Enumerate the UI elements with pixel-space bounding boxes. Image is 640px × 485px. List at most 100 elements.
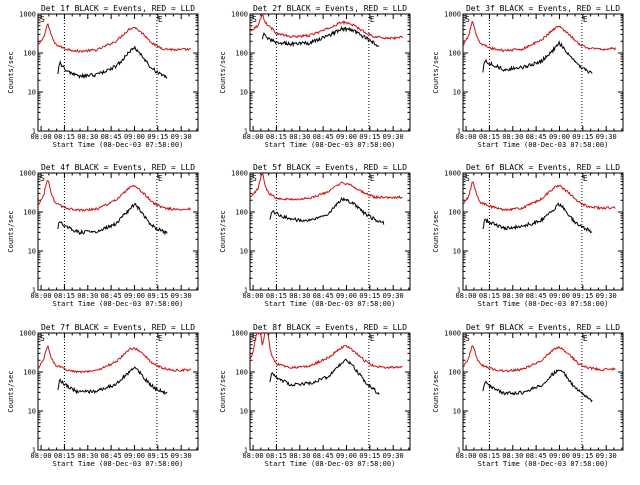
x-tick-label: 09:30 bbox=[171, 292, 192, 300]
y-tick-label: 10 bbox=[28, 248, 36, 256]
x-tick-label: 08:00 bbox=[31, 452, 52, 460]
panel-5: Det 5f BLACK = Events, RED = LLD 1 10 100 10… bbox=[219, 163, 411, 308]
y-tick-label: 1 bbox=[244, 287, 248, 295]
y-tick-label: 1000 bbox=[444, 330, 461, 338]
panel-2: Det 2f BLACK = Events, RED = LLD 1 10 100 10… bbox=[219, 4, 411, 149]
start-marker: S bbox=[40, 174, 45, 183]
x-tick-label: 09:30 bbox=[596, 452, 617, 460]
events-series-line bbox=[482, 40, 593, 74]
y-axis-label: Counts/sec bbox=[432, 210, 440, 252]
end-marker: E bbox=[370, 15, 375, 24]
x-tick-label: 09:15 bbox=[359, 133, 380, 141]
x-tick-label: 08:15 bbox=[266, 292, 287, 300]
end-marker: E bbox=[370, 334, 375, 343]
x-tick-label: 09:00 bbox=[549, 133, 570, 141]
x-tick-label: 09:00 bbox=[124, 133, 145, 141]
y-tick-label: 10 bbox=[453, 248, 461, 256]
panel-7: Det 7f BLACK = Events, RED = LLD 1 10 100 10… bbox=[7, 323, 199, 468]
events-series-line bbox=[57, 45, 168, 80]
end-marker: E bbox=[583, 174, 588, 183]
end-marker: E bbox=[370, 174, 375, 183]
lld-series-line bbox=[249, 332, 403, 370]
y-tick-label: 100 bbox=[235, 209, 248, 217]
x-tick-label: 08:15 bbox=[54, 133, 75, 141]
x-tick-label: 09:00 bbox=[549, 452, 570, 460]
plot-frame bbox=[37, 172, 199, 291]
events-series-line bbox=[269, 358, 380, 395]
start-marker: S bbox=[40, 334, 45, 343]
y-tick-label: 100 bbox=[448, 209, 461, 217]
x-tick-label: 09:15 bbox=[147, 452, 168, 460]
y-tick-label: 10 bbox=[28, 89, 36, 97]
y-axis-label: Counts/sec bbox=[432, 51, 440, 93]
y-tick-label: 1000 bbox=[19, 170, 36, 178]
lld-series-line bbox=[37, 180, 191, 213]
x-axis-label: Start Time (08-Dec-03 07:58:00) bbox=[53, 141, 184, 149]
end-marker: E bbox=[158, 174, 163, 183]
panel-title: Det 7f BLACK = Events, RED = LLD bbox=[41, 323, 195, 332]
y-tick-label: 10 bbox=[240, 408, 248, 416]
x-tick-label: 08:15 bbox=[54, 452, 75, 460]
events-series-line bbox=[482, 202, 593, 234]
x-tick-label: 08:30 bbox=[77, 133, 98, 141]
panel-title: Det 9f BLACK = Events, RED = LLD bbox=[466, 323, 620, 332]
x-tick-label: 08:00 bbox=[456, 133, 477, 141]
x-tick-label: 09:00 bbox=[336, 133, 357, 141]
y-tick-label: 1 bbox=[244, 128, 248, 136]
y-axis-label: Counts/sec bbox=[219, 370, 227, 412]
x-tick-label: 09:00 bbox=[336, 452, 357, 460]
plot-frame bbox=[462, 13, 624, 132]
x-tick-label: 08:30 bbox=[502, 133, 523, 141]
x-tick-label: 08:45 bbox=[313, 452, 334, 460]
x-tick-label: 08:45 bbox=[526, 292, 547, 300]
y-tick-label: 1 bbox=[244, 447, 248, 455]
y-tick-label: 1000 bbox=[19, 11, 36, 19]
events-series-line bbox=[482, 369, 593, 403]
y-axis-label: Counts/sec bbox=[219, 51, 227, 93]
panel-8: Det 8f BLACK = Events, RED = LLD 1 10 100 10… bbox=[219, 323, 411, 468]
y-tick-label: 10 bbox=[453, 408, 461, 416]
x-tick-label: 09:30 bbox=[596, 133, 617, 141]
panel-title: Det 8f BLACK = Events, RED = LLD bbox=[253, 323, 407, 332]
x-tick-label: 08:15 bbox=[266, 452, 287, 460]
end-marker: E bbox=[583, 15, 588, 24]
start-marker: S bbox=[252, 174, 257, 183]
y-tick-label: 100 bbox=[23, 50, 36, 58]
x-tick-label: 08:00 bbox=[243, 133, 264, 141]
y-tick-label: 1 bbox=[32, 447, 36, 455]
x-tick-label: 08:15 bbox=[479, 292, 500, 300]
x-tick-label: 08:30 bbox=[502, 452, 523, 460]
x-tick-label: 09:00 bbox=[336, 292, 357, 300]
y-tick-label: 1 bbox=[457, 447, 461, 455]
y-tick-label: 100 bbox=[235, 369, 248, 377]
y-axis-label: Counts/sec bbox=[7, 51, 15, 93]
start-marker: S bbox=[465, 334, 470, 343]
x-tick-label: 08:30 bbox=[77, 452, 98, 460]
x-tick-label: 08:30 bbox=[289, 133, 310, 141]
x-tick-label: 09:30 bbox=[171, 452, 192, 460]
plot-frame bbox=[249, 172, 411, 291]
x-axis-label: Start Time (08-Dec-03 07:58:00) bbox=[265, 141, 396, 149]
x-tick-label: 09:15 bbox=[572, 133, 593, 141]
x-tick-label: 09:30 bbox=[171, 133, 192, 141]
start-marker: S bbox=[40, 15, 45, 24]
lld-series-line bbox=[462, 20, 616, 53]
x-tick-label: 08:30 bbox=[289, 452, 310, 460]
y-tick-label: 1 bbox=[457, 287, 461, 295]
y-tick-label: 1000 bbox=[231, 11, 248, 19]
x-tick-label: 09:15 bbox=[359, 452, 380, 460]
y-tick-label: 100 bbox=[235, 50, 248, 58]
panel-title: Det 4f BLACK = Events, RED = LLD bbox=[41, 163, 195, 172]
panel-1: Det 1f BLACK = Events, RED = LLD 1 10 100 10… bbox=[7, 4, 199, 149]
x-axis-label: Start Time (08-Dec-03 07:58:00) bbox=[478, 460, 609, 468]
y-tick-label: 1000 bbox=[19, 330, 36, 338]
panel-title: Det 6f BLACK = Events, RED = LLD bbox=[466, 163, 620, 172]
panel-4: Det 4f BLACK = Events, RED = LLD 1 10 100 10… bbox=[7, 163, 199, 308]
x-tick-label: 08:45 bbox=[101, 452, 122, 460]
x-tick-label: 08:45 bbox=[101, 133, 122, 141]
y-tick-label: 1 bbox=[457, 128, 461, 136]
x-axis-label: Start Time (08-Dec-03 07:58:00) bbox=[478, 300, 609, 308]
y-tick-label: 100 bbox=[23, 209, 36, 217]
